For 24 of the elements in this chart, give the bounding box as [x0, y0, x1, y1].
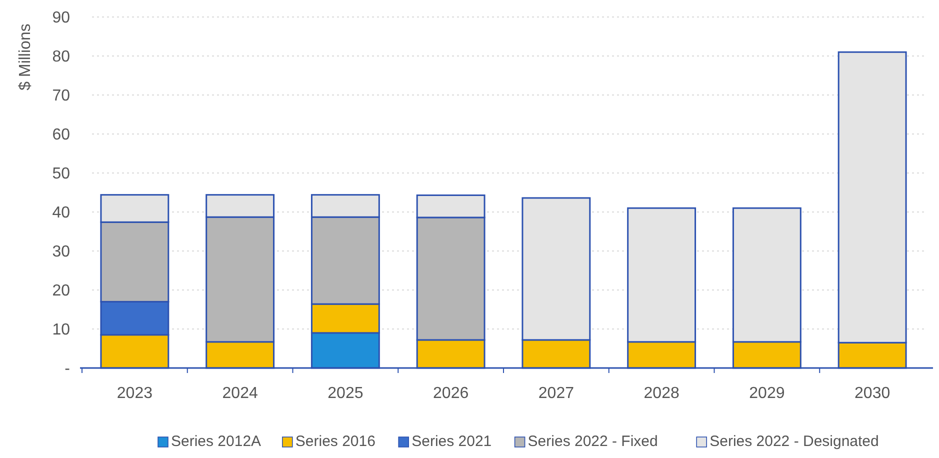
y-tick-label: 60 [52, 126, 70, 144]
x-tick-label: 2029 [749, 385, 785, 402]
x-tick-label: 2023 [116, 385, 153, 402]
x-tick-label: 2025 [328, 385, 364, 402]
y-tick-label: - [64, 360, 70, 378]
y-tick-label: 90 [52, 10, 70, 27]
y-tick-label: 70 [52, 88, 70, 105]
x-tick-label: 2024 [222, 385, 258, 402]
y-tick-label: 50 [52, 166, 70, 183]
legend-label: Series 2022 - Designated [710, 433, 879, 450]
x-tick-label: 2026 [433, 385, 469, 402]
y-tick-label: 80 [52, 48, 70, 66]
x-tick-label: 2027 [538, 385, 574, 402]
x-tick-label: 2028 [644, 385, 680, 402]
y-tick-label: 40 [52, 204, 70, 222]
y-axis-title: $ Millions [17, 24, 34, 90]
legend-label: Series 2022 - Fixed [528, 433, 658, 450]
x-tick-label: 2030 [854, 385, 890, 402]
y-tick-label: 20 [52, 282, 70, 300]
y-tick-label: 10 [52, 322, 70, 339]
legend-label: Series 2012A [171, 433, 262, 450]
legend-label: Series 2016 [295, 433, 376, 450]
y-tick-label: 30 [52, 244, 70, 261]
legend-label: Series 2021 [412, 433, 492, 450]
